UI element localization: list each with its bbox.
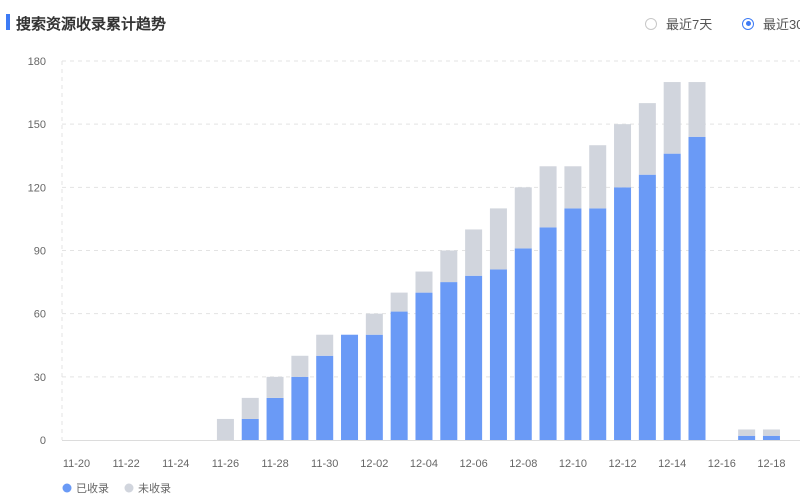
x-tick-label: 11-24 (162, 458, 189, 470)
bar-indexed (291, 376, 309, 440)
chart-header: 搜索资源收录累计趋势 最近7天 最近30天 (0, 0, 800, 44)
bar-indexed (514, 248, 532, 440)
bar-unindexed (241, 397, 259, 419)
y-tick-label: 30 (34, 372, 46, 384)
bar-unindexed (316, 334, 334, 356)
bar-indexed (489, 269, 507, 440)
range-option-30-days[interactable]: 最近30天 (742, 14, 800, 33)
bar-unindexed (390, 292, 408, 312)
x-tick-label: 12-16 (708, 458, 736, 470)
bar-indexed (539, 227, 557, 440)
bar-unindexed (589, 145, 607, 209)
y-tick-label: 120 (28, 182, 46, 194)
legend-label-indexed: 已收录 (76, 481, 109, 495)
x-tick-label: 12-06 (460, 458, 488, 470)
chart-title: 搜索资源收录累计趋势 (16, 16, 167, 33)
range-label-30-days: 最近30天 (763, 17, 800, 32)
bar-indexed (738, 435, 756, 440)
bar-unindexed (216, 418, 234, 440)
bar-unindexed (415, 271, 433, 293)
x-tick-label: 12-10 (559, 458, 587, 470)
bar-unindexed (489, 208, 507, 270)
bar-indexed (440, 282, 458, 440)
bar-indexed (316, 355, 334, 440)
legend-label-unindexed: 未收录 (138, 481, 171, 495)
bar-unindexed (762, 429, 780, 436)
bar-unindexed (663, 82, 681, 154)
bar-indexed (241, 418, 259, 440)
bar-unindexed (291, 355, 309, 377)
bar-indexed (638, 174, 656, 440)
bar-indexed (415, 292, 433, 440)
bar-unindexed (465, 229, 483, 276)
bar-unindexed (564, 166, 582, 209)
bar-indexed (663, 153, 681, 440)
bar-unindexed (266, 376, 284, 398)
bar-indexed (762, 435, 780, 440)
bar-unindexed (614, 124, 632, 188)
x-tick-label: 11-20 (63, 458, 90, 470)
x-tick-label: 11-22 (112, 458, 139, 470)
title-accent-bar (6, 14, 10, 30)
bar-indexed (589, 208, 607, 440)
y-tick-label: 60 (34, 309, 46, 321)
x-tick-label: 12-18 (757, 458, 785, 470)
bar-unindexed (638, 103, 656, 175)
bar-indexed (341, 334, 359, 440)
x-tick-label: 11-26 (212, 458, 239, 470)
legend-marker-unindexed (124, 483, 134, 493)
bar-indexed (365, 334, 383, 440)
legend-marker-indexed (62, 483, 72, 493)
y-tick-label: 150 (28, 119, 46, 131)
y-tick-label: 0 (40, 435, 46, 447)
bar-unindexed (440, 250, 458, 283)
y-tick-label: 180 (28, 56, 46, 68)
x-tick-label: 11-30 (311, 458, 338, 470)
range-option-7-days[interactable]: 最近7天 (645, 14, 712, 33)
bar-indexed (614, 187, 632, 440)
bar-unindexed (514, 187, 532, 249)
bar-unindexed (688, 82, 706, 137)
bar-indexed (390, 311, 408, 440)
bar-unindexed (738, 429, 756, 436)
x-tick-label: 12-12 (608, 458, 636, 470)
y-tick-label: 90 (34, 246, 46, 258)
range-label-7-days: 最近7天 (666, 17, 713, 32)
bar-unindexed (539, 166, 557, 228)
bar-unindexed (365, 313, 383, 335)
bar-indexed (688, 136, 706, 441)
bar-indexed (465, 275, 483, 440)
radio-30-days[interactable] (742, 17, 754, 30)
radio-7-days[interactable] (645, 17, 657, 30)
x-tick-label: 11-28 (261, 458, 288, 470)
bar-indexed (266, 397, 284, 440)
x-tick-label: 12-14 (658, 458, 686, 470)
x-tick-label: 12-08 (509, 458, 537, 470)
x-tick-label: 12-02 (360, 458, 388, 470)
bar-indexed (564, 208, 582, 440)
x-tick-label: 12-04 (410, 458, 438, 470)
